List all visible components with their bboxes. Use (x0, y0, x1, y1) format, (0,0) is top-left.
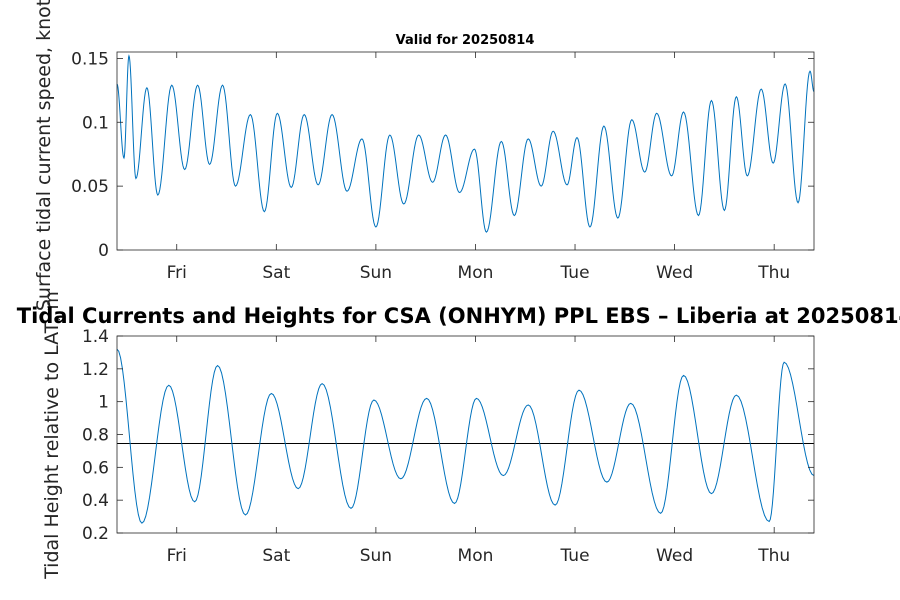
figure-title: Tidal Currents and Heights for CSA (ONHY… (17, 304, 900, 328)
tidal-height-x-tick-label: Sat (262, 546, 290, 566)
tidal-height-y-tick-label: 0.6 (82, 458, 109, 478)
tidal-height-x-tick-label: Tue (560, 546, 590, 566)
tidal-height-x-tick-label: Wed (656, 546, 693, 566)
current-speed-chart: 0 0.05 0.1 0.15 Fri Sat Sun Mon Tue Wed Thu Valid… (33, 0, 815, 311)
current-speed-x-tick-label: Fri (167, 263, 187, 283)
tidal-height-x-tick-label: Mon (458, 546, 494, 566)
tidal-height-chart: 0.2 0.4 0.6 0.8 1 1.2 1.4 Fri Sat Sun Mon Tue Wed Th… (41, 291, 815, 580)
tidal-height-y-ticks: 0.2 0.4 0.6 0.8 1 1.2 1.4 (82, 327, 814, 544)
current-speed-y-axis-label: Surface tidal current speed, knots (33, 0, 55, 311)
current-speed-chart-title: Valid for 20250814 (396, 33, 535, 48)
current-speed-x-tick-label: Wed (656, 263, 693, 283)
current-speed-y-tick-label: 0.05 (71, 177, 109, 197)
tidal-height-x-tick-label: Thu (757, 546, 790, 566)
current-speed-plot-frame (116, 51, 815, 251)
current-speed-y-tick-label: 0 (98, 241, 109, 261)
tidal-height-series-line (116, 348, 815, 524)
tidal-height-y-tick-label: 0.8 (82, 426, 109, 446)
current-speed-x-ticks: Fri Sat Sun Mon Tue Wed Thu (167, 52, 790, 283)
tidal-height-x-ticks: Fri Sat Sun Mon Tue Wed Thu (167, 336, 790, 566)
tidal-height-y-axis-label: Tidal Height relative to LAT, m (41, 291, 63, 580)
current-speed-x-tick-label: Sat (262, 263, 290, 283)
tidal-height-y-tick-label: 0.4 (82, 491, 109, 511)
current-speed-y-tick-label: 0.15 (71, 49, 109, 69)
current-speed-y-tick-label: 0.1 (82, 113, 109, 133)
tidal-height-y-tick-label: 1 (98, 393, 109, 413)
tidal-height-y-tick-label: 1.2 (82, 360, 109, 380)
current-speed-x-tick-label: Tue (560, 263, 590, 283)
tidal-height-y-tick-label: 1.4 (82, 327, 109, 347)
current-speed-x-tick-label: Sun (360, 263, 392, 283)
tidal-height-x-tick-label: Sun (360, 546, 392, 566)
current-speed-x-tick-label: Thu (757, 263, 790, 283)
current-speed-x-tick-label: Mon (458, 263, 494, 283)
tidal-height-x-tick-label: Fri (167, 546, 187, 566)
tidal-height-y-tick-label: 0.2 (82, 524, 109, 544)
current-speed-y-ticks: 0 0.05 0.1 0.15 (71, 49, 814, 261)
current-speed-series-line (116, 54, 815, 233)
